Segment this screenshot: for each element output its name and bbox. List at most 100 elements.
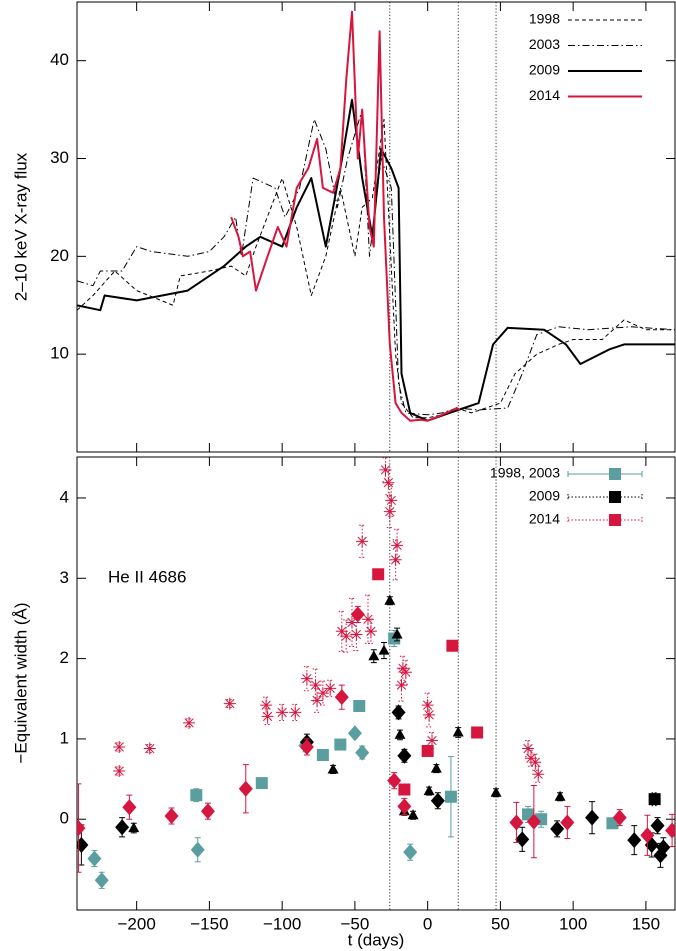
legend-label: 2009 bbox=[529, 488, 560, 504]
square-marker bbox=[648, 793, 661, 806]
y-axis-label: −Equivalent width (Å) bbox=[11, 602, 30, 763]
y-tick-label: 20 bbox=[50, 246, 69, 265]
error-bar bbox=[303, 666, 310, 692]
diamond-marker bbox=[94, 872, 109, 889]
x-tick-label: 100 bbox=[559, 914, 587, 933]
asterisk-marker bbox=[350, 628, 363, 641]
x-axis-label: t (days) bbox=[348, 930, 405, 949]
plot-area bbox=[77, 457, 675, 889]
error-bar bbox=[394, 528, 401, 562]
legend-label: 2014 bbox=[529, 511, 560, 527]
y-tick-label: 0 bbox=[60, 809, 69, 828]
asterisk-marker bbox=[335, 625, 348, 638]
triangle-marker bbox=[423, 785, 435, 796]
y-tick-label: 40 bbox=[50, 50, 69, 69]
asterisk-marker bbox=[421, 699, 434, 712]
error-bar bbox=[385, 470, 392, 496]
diamond-marker bbox=[334, 689, 349, 706]
asterisk-marker bbox=[399, 666, 412, 679]
annotation: He II 4686 bbox=[108, 567, 186, 586]
diamond-marker bbox=[190, 841, 205, 858]
y-tick-label: 3 bbox=[60, 568, 69, 587]
error-bar bbox=[388, 483, 395, 517]
data-line bbox=[77, 98, 675, 422]
triangle-marker bbox=[128, 822, 140, 833]
asterisk-marker bbox=[345, 616, 358, 629]
diamond-marker bbox=[656, 839, 671, 856]
asterisk-marker bbox=[385, 494, 398, 507]
error-bar bbox=[314, 687, 321, 713]
diamond-marker bbox=[397, 798, 412, 815]
square-marker bbox=[255, 777, 268, 790]
error-bar bbox=[402, 659, 409, 685]
diamond-marker bbox=[403, 844, 418, 861]
asterisk-marker bbox=[223, 697, 236, 710]
square-marker bbox=[609, 514, 621, 526]
square-marker bbox=[334, 738, 347, 751]
triangle-marker bbox=[452, 726, 464, 737]
triangle-marker bbox=[368, 650, 380, 661]
data-line bbox=[77, 109, 675, 416]
asterisk-marker bbox=[423, 708, 436, 721]
x-tick-label: −100 bbox=[263, 914, 301, 933]
y-tick-label: 4 bbox=[60, 487, 69, 506]
asterisk-marker bbox=[324, 682, 337, 695]
asterisk-marker bbox=[529, 756, 542, 769]
error-bar bbox=[359, 524, 366, 558]
asterisk-marker bbox=[309, 679, 322, 692]
asterisk-marker bbox=[316, 687, 329, 700]
asterisk-marker bbox=[379, 463, 392, 476]
x-tick-label: −200 bbox=[118, 914, 156, 933]
diamond-marker bbox=[612, 809, 627, 826]
diamond-marker bbox=[87, 850, 102, 867]
diamond-marker bbox=[115, 819, 130, 836]
asterisk-marker bbox=[311, 694, 324, 707]
triangle-marker bbox=[407, 809, 419, 820]
square-marker bbox=[316, 748, 329, 761]
y-tick-label: 30 bbox=[50, 148, 69, 167]
y-tick-label: 10 bbox=[50, 344, 69, 363]
y-tick-label: 2 bbox=[60, 648, 69, 667]
square-marker bbox=[444, 790, 457, 803]
legend-label: 2014 bbox=[529, 87, 560, 103]
legend-errorbar bbox=[567, 517, 643, 523]
diamond-marker bbox=[509, 814, 524, 831]
asterisk-marker bbox=[340, 630, 353, 643]
asterisk-marker bbox=[382, 476, 395, 489]
error-bar bbox=[426, 702, 433, 728]
square-marker bbox=[372, 568, 385, 581]
asterisk-marker bbox=[143, 742, 156, 755]
triangle-marker bbox=[490, 786, 502, 797]
triangle-marker bbox=[394, 728, 406, 739]
error-bar bbox=[392, 539, 399, 581]
triangle-marker bbox=[391, 628, 403, 639]
error-bar bbox=[353, 617, 360, 652]
diamond-marker bbox=[627, 832, 642, 849]
square-marker bbox=[471, 726, 484, 739]
error-bar bbox=[348, 597, 355, 648]
diamond-marker bbox=[164, 808, 179, 825]
asterisk-marker bbox=[113, 740, 126, 753]
square-marker bbox=[609, 468, 621, 480]
square-marker bbox=[446, 639, 459, 652]
diamond-marker bbox=[77, 836, 89, 853]
asterisk-marker bbox=[532, 768, 545, 781]
asterisk-marker bbox=[356, 535, 369, 548]
diamond-marker bbox=[650, 817, 665, 834]
asterisk-marker bbox=[522, 742, 535, 755]
diamond-marker bbox=[77, 820, 86, 837]
triangle-marker bbox=[384, 594, 396, 605]
x-tick-label: 0 bbox=[423, 914, 432, 933]
diamond-marker bbox=[122, 799, 137, 816]
diamond-marker bbox=[238, 780, 253, 797]
x-tick-label: −50 bbox=[340, 914, 369, 933]
asterisk-marker bbox=[113, 765, 126, 778]
diamond-marker bbox=[640, 827, 655, 844]
y-axis-label: 2–10 keV X-ray flux bbox=[11, 152, 30, 301]
diamond-marker bbox=[387, 772, 402, 789]
triangle-marker bbox=[378, 644, 390, 655]
error-bar bbox=[319, 680, 326, 706]
diamond-marker bbox=[350, 606, 365, 623]
legend-errorbar bbox=[567, 494, 643, 500]
